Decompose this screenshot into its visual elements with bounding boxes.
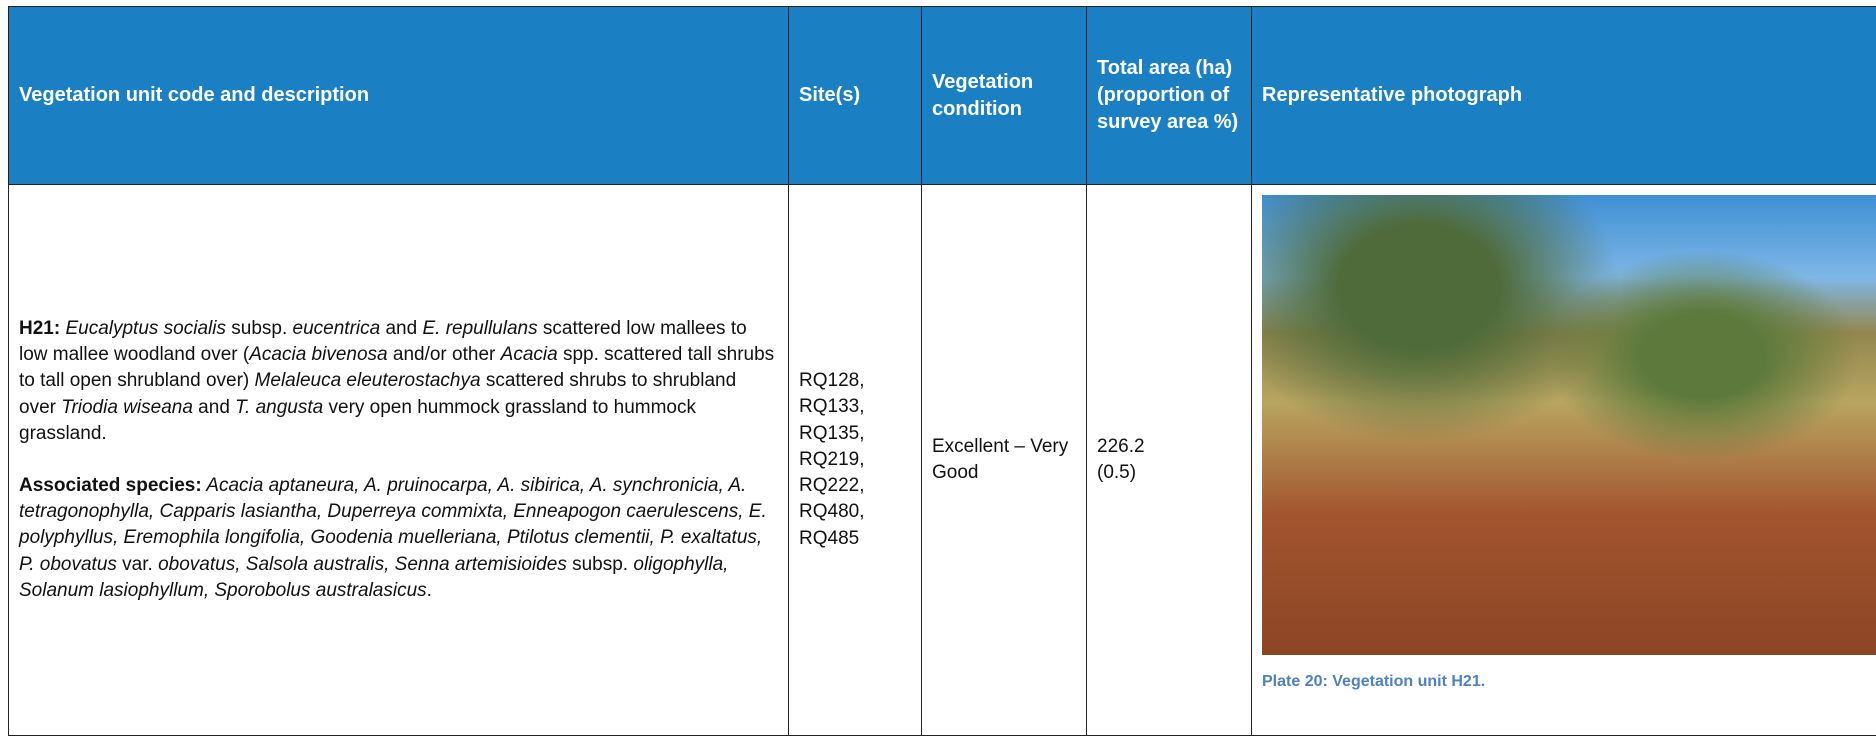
text-run: subsp. [226,318,293,339]
vegetation-table: Vegetation unit code and description Sit… [8,6,1876,736]
text-run: H21: [19,318,60,339]
condition: Excellent – Very Good [932,436,1068,483]
photograph [1262,195,1876,655]
proportion: (0.5) [1097,460,1241,486]
site: RQ133, [799,394,911,420]
area-cell: 226.2 (0.5) [1087,185,1252,736]
associated-species: Associated species: Acacia aptaneura, A.… [19,473,778,604]
photo-caption: Plate 20: Vegetation unit H21. [1262,671,1876,693]
area: 226.2 [1097,434,1241,460]
text-run: Acacia [501,344,558,365]
text-run: . [427,580,432,601]
condition-cell: Excellent – Very Good [922,185,1087,736]
text-run: Acacia bivenosa [249,344,387,365]
site: RQ219, [799,447,911,473]
header-cell: Vegetation condition [922,7,1087,185]
text-run: subsp. [567,554,634,575]
text-run: Eucalyptus socialis [60,318,226,339]
text-run: and [193,397,235,418]
site: RQ128, [799,368,911,394]
header-cell: Total area (ha) (proportion of survey ar… [1087,7,1252,185]
sites-cell: RQ128,RQ133,RQ135,RQ219,RQ222,RQ480,RQ48… [789,185,922,736]
text-run: obovatus, Salsola australis, Senna artem… [158,554,567,575]
text-run: Triodia wiseana [61,397,193,418]
text-run: T. angusta [235,397,323,418]
page: Vegetation unit H21 {"table": { "header"… [0,0,1876,732]
header-cell: Vegetation unit code and description [9,7,789,185]
page-body: Vegetation unit code and description Sit… [0,0,1876,732]
header-cell: Representative photograph [1252,7,1876,185]
text-run: Melaleuca eleuterostachya [255,370,481,391]
photo-cell: Plate 20: Vegetation unit H21. [1252,185,1876,736]
header-cell: Site(s) [789,7,922,185]
header-row: Vegetation unit code and description Sit… [9,7,1876,185]
description-cell: H21: Eucalyptus socialis subsp. eucentri… [9,185,789,736]
site: RQ135, [799,421,911,447]
site: RQ485 [799,526,911,552]
text-run: Associated species: [19,475,202,496]
text-run: var. [117,554,158,575]
text-run: eucentrica [293,318,381,339]
site: RQ480, [799,499,911,525]
description: H21: Eucalyptus socialis subsp. eucentri… [19,316,778,447]
text-run: and [380,318,422,339]
body-row: H21: Eucalyptus socialis subsp. eucentri… [9,185,1876,736]
site: RQ222, [799,473,911,499]
text-run: E. repullulans [422,318,537,339]
text-run: and/or other [388,344,501,365]
